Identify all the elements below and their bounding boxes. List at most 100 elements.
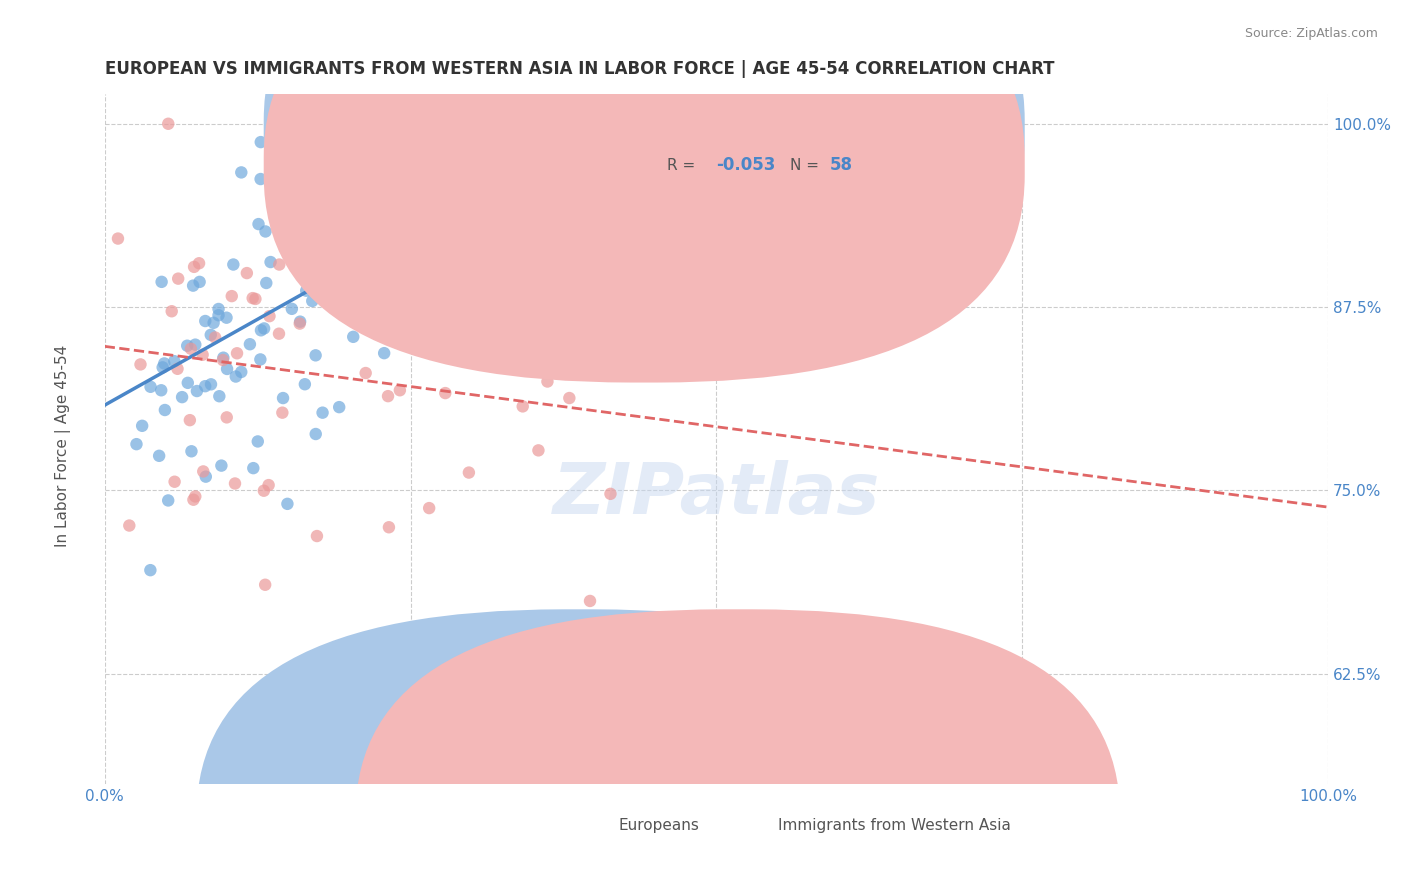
Text: Source: ZipAtlas.com: Source: ZipAtlas.com [1244, 27, 1378, 40]
Immigrants from Western Asia [472, 354, 495, 368]
Europeans [194, 379, 217, 393]
Europeans [157, 493, 180, 508]
Immigrants from Western Asia [183, 260, 205, 274]
Immigrants from Western Asia [415, 318, 437, 333]
Europeans [332, 236, 354, 251]
Europeans [291, 142, 314, 156]
Europeans [396, 189, 419, 203]
Europeans [153, 403, 176, 417]
Immigrants from Western Asia [269, 258, 291, 272]
Europeans [276, 186, 298, 200]
Immigrants from Western Asia [224, 476, 246, 491]
Text: In Labor Force | Age 45-54: In Labor Force | Age 45-54 [55, 345, 72, 547]
Europeans [208, 389, 231, 403]
Immigrants from Western Asia [167, 271, 190, 285]
Europeans [676, 117, 699, 131]
Europeans [184, 337, 207, 351]
Europeans [246, 434, 269, 449]
FancyBboxPatch shape [356, 609, 1121, 892]
Immigrants from Western Asia [257, 478, 280, 492]
Europeans [212, 351, 235, 365]
Europeans [499, 117, 522, 131]
Europeans [309, 159, 332, 173]
Immigrants from Western Asia [271, 406, 294, 420]
Europeans [366, 243, 388, 257]
Text: 0.541: 0.541 [717, 120, 769, 138]
Europeans [253, 321, 276, 335]
Europeans [513, 214, 536, 228]
Immigrants from Western Asia [184, 490, 207, 504]
Europeans [433, 227, 456, 241]
Immigrants from Western Asia [183, 492, 205, 507]
Immigrants from Western Asia [259, 309, 281, 323]
Europeans [150, 384, 173, 398]
Immigrants from Western Asia [160, 304, 183, 318]
Europeans [330, 194, 353, 208]
Text: 104: 104 [830, 120, 865, 138]
Europeans [382, 117, 405, 131]
Immigrants from Western Asia [299, 258, 322, 272]
Europeans [329, 260, 352, 275]
Immigrants from Western Asia [512, 400, 534, 414]
Europeans [215, 310, 238, 325]
Europeans [305, 221, 328, 235]
Immigrants from Western Asia [434, 386, 457, 401]
Europeans [200, 377, 222, 392]
Immigrants from Western Asia [226, 346, 249, 360]
Text: R =: R = [668, 121, 696, 136]
Europeans [381, 172, 404, 186]
Immigrants from Western Asia [354, 366, 377, 380]
Europeans [271, 391, 294, 405]
Europeans [588, 117, 610, 131]
Europeans [250, 323, 273, 337]
Europeans [148, 449, 170, 463]
Text: Europeans: Europeans [619, 818, 699, 832]
Immigrants from Western Asia [188, 256, 211, 270]
Immigrants from Western Asia [579, 594, 602, 608]
Europeans [194, 469, 217, 483]
Europeans [276, 497, 298, 511]
Immigrants from Western Asia [517, 341, 540, 355]
Europeans [172, 390, 194, 404]
Europeans [249, 135, 271, 149]
Text: EUROPEAN VS IMMIGRANTS FROM WESTERN ASIA IN LABOR FORCE | AGE 45-54 CORRELATION : EUROPEAN VS IMMIGRANTS FROM WESTERN ASIA… [104, 60, 1054, 78]
Europeans [295, 284, 318, 298]
Europeans [305, 427, 328, 442]
Immigrants from Western Asia [527, 443, 550, 458]
Immigrants from Western Asia [267, 326, 290, 341]
Europeans [472, 326, 495, 341]
Europeans [339, 235, 361, 249]
Immigrants from Western Asia [242, 291, 264, 305]
Immigrants from Western Asia [551, 362, 574, 376]
Europeans [209, 458, 232, 473]
Immigrants from Western Asia [536, 375, 558, 389]
Europeans [125, 437, 148, 451]
Europeans [359, 154, 381, 169]
Immigrants from Western Asia [558, 391, 581, 405]
Immigrants from Western Asia [405, 221, 427, 235]
Text: Immigrants from Western Asia: Immigrants from Western Asia [778, 818, 1011, 832]
Europeans [859, 117, 882, 131]
Immigrants from Western Asia [457, 466, 479, 480]
Europeans [259, 255, 281, 269]
Text: N =: N = [790, 158, 818, 173]
Europeans [239, 337, 262, 351]
Text: 58: 58 [830, 156, 853, 175]
Immigrants from Western Asia [212, 353, 235, 368]
Immigrants from Western Asia [118, 518, 141, 533]
Europeans [139, 563, 162, 577]
Europeans [434, 308, 457, 322]
Immigrants from Western Asia [245, 292, 267, 306]
Immigrants from Western Asia [419, 254, 441, 268]
Europeans [231, 365, 253, 379]
Europeans [254, 224, 277, 238]
Immigrants from Western Asia [419, 293, 441, 308]
Immigrants from Western Asia [129, 358, 152, 372]
Europeans [305, 268, 328, 282]
Europeans [408, 252, 430, 267]
Immigrants from Western Asia [253, 483, 276, 498]
FancyBboxPatch shape [264, 0, 1025, 383]
Europeans [215, 362, 238, 376]
Europeans [330, 202, 353, 216]
Immigrants from Western Asia [377, 389, 399, 403]
